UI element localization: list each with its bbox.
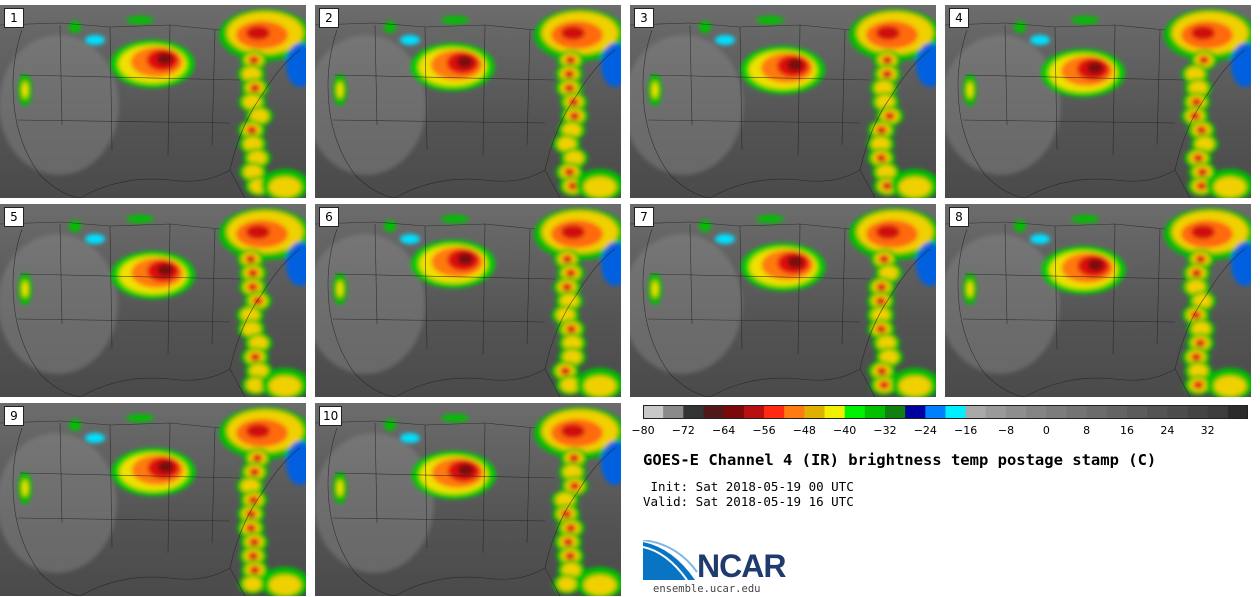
member-label-2: 2	[319, 8, 339, 28]
member-label-3: 3	[634, 8, 654, 28]
colorbar-swatch	[905, 405, 926, 419]
colorbar-swatch	[643, 405, 664, 419]
valid-time: Valid: Sat 2018-05-19 16 UTC	[643, 494, 854, 509]
colorbar-swatch	[703, 405, 725, 419]
member-label-1: 1	[4, 8, 24, 28]
member-label-8: 8	[949, 207, 969, 227]
colorbar-tick-label: −40	[833, 424, 857, 437]
member-label-5: 5	[4, 207, 24, 227]
ncar-logo-icon	[643, 540, 698, 581]
colorbar-swatch	[743, 405, 765, 419]
member-label-9: 9	[4, 406, 24, 426]
colorbar-tick-label: −16	[954, 424, 978, 437]
member-panel-9: 9	[0, 403, 306, 596]
chart-title: GOES-E Channel 4 (IR) brightness temp po…	[643, 451, 1157, 469]
member-panel-2: 2	[315, 5, 621, 198]
temperature-colorbar	[643, 405, 1248, 419]
colorbar-tick-label: −32	[873, 424, 897, 437]
member-panel-7: 7	[630, 204, 936, 397]
colorbar-tick-label: −56	[752, 424, 776, 437]
colorbar-swatch	[683, 405, 704, 419]
member-panel-3: 3	[630, 5, 936, 198]
colorbar-swatch	[1086, 405, 1108, 419]
colorbar-swatch	[764, 405, 785, 419]
colorbar-tick-label: −8	[997, 424, 1015, 437]
colorbar-tick-label: 24	[1160, 424, 1175, 437]
colorbar-swatch	[844, 405, 866, 419]
colorbar-swatch	[723, 405, 745, 419]
colorbar-swatch	[1046, 405, 1067, 419]
colorbar-swatch	[824, 405, 846, 419]
member-label-10: 10	[319, 406, 343, 426]
colorbar-tick-label: −64	[712, 424, 736, 437]
init-time: Init: Sat 2018-05-19 00 UTC	[643, 479, 854, 494]
member-panel-10: 10	[315, 403, 621, 596]
colorbar-swatch	[1066, 405, 1088, 419]
colorbar-tick-label: −72	[671, 424, 695, 437]
colorbar-swatch	[1187, 405, 1209, 419]
colorbar-tick-label: −48	[792, 424, 816, 437]
colorbar-swatch	[1106, 405, 1128, 419]
member-label-7: 7	[634, 207, 654, 227]
colorbar-tick-label: −80	[631, 424, 655, 437]
colorbar-swatch	[784, 405, 805, 419]
colorbar-swatch	[1227, 405, 1248, 419]
member-panel-5: 5	[0, 204, 306, 397]
colorbar-swatch	[945, 405, 967, 419]
colorbar-tick-label: 8	[1083, 424, 1091, 437]
member-panel-8: 8	[945, 204, 1251, 397]
colorbar-swatch	[985, 405, 1007, 419]
colorbar-swatch	[885, 405, 906, 419]
colorbar-swatch	[864, 405, 886, 419]
colorbar-swatch	[1147, 405, 1168, 419]
member-label-6: 6	[319, 207, 339, 227]
ncar-logo-text: NCAR	[697, 548, 786, 584]
colorbar-swatch	[1006, 405, 1027, 419]
colorbar-swatch	[804, 405, 825, 419]
colorbar-swatch	[925, 405, 946, 419]
member-panel-6: 6	[315, 204, 621, 397]
member-label-4: 4	[949, 8, 969, 28]
member-panel-4: 4	[945, 5, 1251, 198]
colorbar-tick-label: 0	[1042, 424, 1050, 437]
colorbar-swatch	[1127, 405, 1148, 419]
colorbar-tick-label: 32	[1200, 424, 1215, 437]
colorbar-swatch	[965, 405, 987, 419]
ensemble-url: ensemble.ucar.edu	[653, 583, 761, 595]
member-panel-1: 1	[0, 5, 306, 198]
colorbar-tick-label: 16	[1120, 424, 1134, 437]
colorbar-swatch	[1026, 405, 1047, 419]
colorbar-swatch	[1167, 405, 1188, 419]
colorbar-swatch	[1207, 405, 1229, 419]
colorbar-tick-label: −24	[913, 424, 937, 437]
colorbar-swatch	[663, 405, 684, 419]
